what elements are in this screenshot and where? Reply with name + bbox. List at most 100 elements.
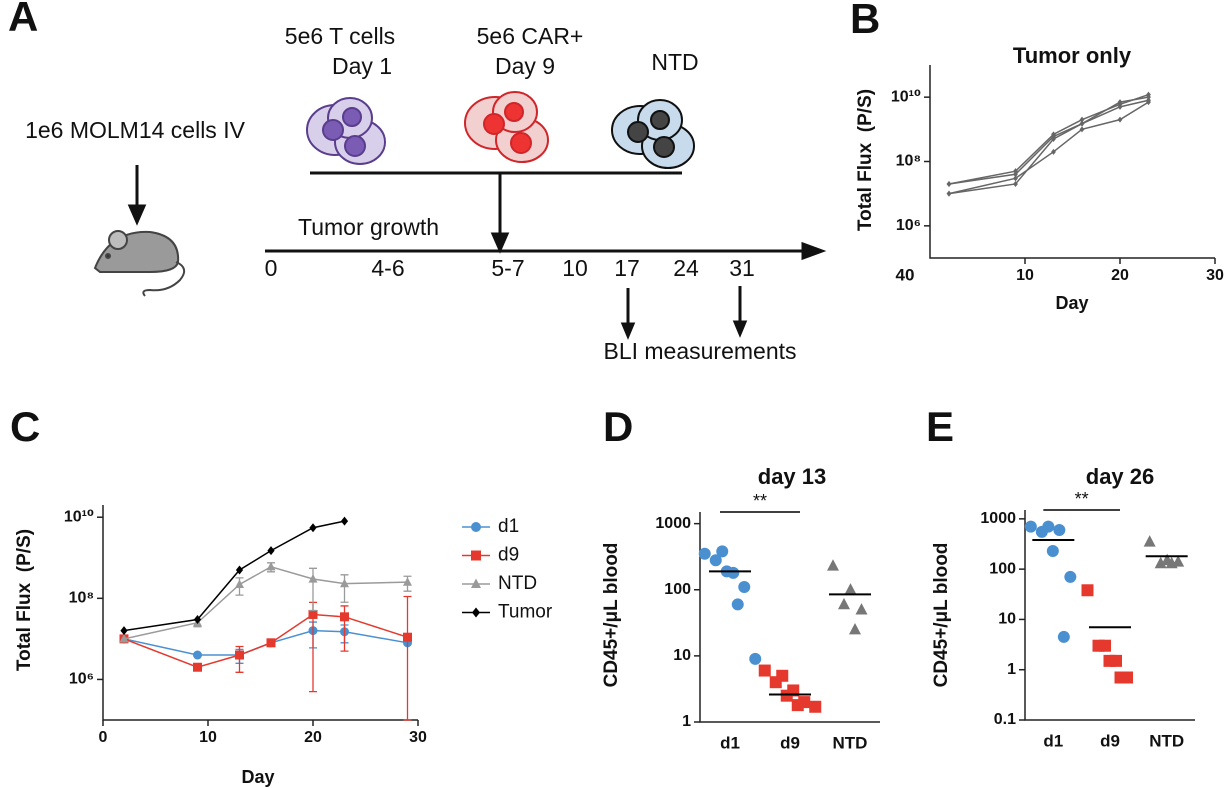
y-tick-label: 0.1 bbox=[994, 711, 1016, 728]
axes bbox=[1024, 510, 1195, 721]
series-line bbox=[123, 629, 408, 656]
timeline-tick: 0 bbox=[265, 255, 278, 281]
cells-car bbox=[464, 91, 549, 163]
y-tick-label: 10⁶ bbox=[896, 217, 921, 234]
marker bbox=[809, 700, 822, 713]
x-tick-label: d9 bbox=[1100, 731, 1120, 750]
panel-letter: A bbox=[8, 0, 38, 40]
y-tick-label: 100 bbox=[664, 581, 691, 598]
y-axis-label: Total Flux (P/S) bbox=[855, 89, 876, 231]
y-tick-label: 10¹⁰ bbox=[64, 508, 94, 525]
marker bbox=[844, 583, 857, 595]
marker bbox=[267, 546, 275, 556]
marker bbox=[309, 523, 317, 533]
y-tick-label: 1 bbox=[1007, 661, 1016, 678]
marker bbox=[266, 638, 276, 648]
marker bbox=[193, 615, 202, 625]
axes bbox=[102, 505, 418, 721]
marker bbox=[1143, 535, 1156, 547]
marker bbox=[119, 633, 129, 643]
marker bbox=[758, 664, 771, 677]
marker bbox=[855, 603, 868, 615]
measurement-label: BLI measurements bbox=[603, 338, 796, 364]
marker bbox=[403, 632, 412, 642]
marker bbox=[731, 598, 744, 611]
x-tick-label: d1 bbox=[1043, 731, 1063, 750]
marker bbox=[791, 699, 804, 712]
y-tick-label: 1000 bbox=[655, 515, 691, 532]
marker bbox=[780, 689, 793, 702]
x-tick-label: d1 bbox=[720, 733, 740, 752]
series-line bbox=[123, 613, 408, 669]
marker bbox=[340, 612, 349, 622]
x-tick-label: 10 bbox=[1016, 267, 1034, 284]
y-axis-label: CD45+/μL blood bbox=[931, 543, 952, 688]
marker bbox=[1146, 94, 1151, 101]
significance-label: ** bbox=[753, 491, 767, 511]
annotation: 40 bbox=[896, 265, 915, 284]
marker bbox=[716, 545, 729, 558]
treatment-label: 5e6 CAR+ bbox=[477, 23, 584, 49]
treatment-label: NTD bbox=[651, 49, 698, 75]
injection-label: 1e6 MOLM14 cells IV bbox=[25, 117, 246, 143]
x-axis-label: Day bbox=[241, 767, 274, 787]
marker bbox=[1053, 524, 1066, 537]
treatment-label: 5e6 T cells bbox=[285, 23, 395, 49]
marker bbox=[1114, 671, 1127, 684]
y-tick-label: 10⁶ bbox=[69, 671, 94, 688]
marker bbox=[193, 662, 202, 672]
y-tick-label: 10 bbox=[673, 647, 691, 664]
marker bbox=[1079, 120, 1085, 127]
marker bbox=[1079, 126, 1085, 133]
marker bbox=[1035, 525, 1048, 538]
panel-letter: B bbox=[850, 0, 880, 42]
series-line bbox=[948, 93, 1149, 185]
series-line bbox=[948, 99, 1149, 195]
marker bbox=[1103, 654, 1116, 667]
marker bbox=[471, 522, 481, 532]
marker bbox=[946, 190, 952, 197]
x-tick-label: NTD bbox=[833, 733, 868, 752]
marker bbox=[308, 609, 318, 619]
marker bbox=[698, 547, 711, 560]
panel-letter: E bbox=[926, 403, 954, 450]
legend-label: d1 bbox=[498, 516, 519, 537]
legend-label: d9 bbox=[498, 545, 519, 566]
cells-ntd bbox=[611, 99, 695, 169]
marker bbox=[1154, 556, 1167, 569]
marker bbox=[403, 577, 412, 586]
marker bbox=[340, 516, 349, 526]
marker bbox=[472, 607, 480, 618]
marker bbox=[1117, 99, 1123, 106]
marker bbox=[1013, 175, 1018, 182]
series-line bbox=[123, 565, 408, 640]
marker bbox=[471, 550, 481, 561]
chart-title: day 26 bbox=[1086, 464, 1155, 489]
legend-label: Tumor bbox=[498, 602, 553, 623]
marker bbox=[769, 676, 782, 689]
marker bbox=[1117, 103, 1123, 110]
timeline-label: Tumor growth bbox=[298, 214, 439, 240]
series-line bbox=[948, 101, 1149, 195]
axes bbox=[929, 65, 1215, 259]
marker bbox=[1081, 584, 1094, 597]
y-tick-label: 1 bbox=[682, 713, 691, 730]
marker bbox=[1146, 99, 1151, 106]
timeline-tick: 4-6 bbox=[371, 255, 404, 281]
y-tick-label: 10 bbox=[998, 611, 1016, 628]
y-tick-label: 10⁸ bbox=[69, 590, 94, 607]
timeline-tick: 31 bbox=[729, 255, 755, 281]
marker bbox=[1024, 520, 1037, 533]
treatment-label: Day 1 bbox=[332, 53, 392, 79]
marker bbox=[709, 554, 722, 567]
marker bbox=[849, 622, 861, 635]
marker bbox=[193, 650, 202, 660]
cells-t bbox=[306, 97, 386, 165]
marker bbox=[838, 597, 850, 610]
panel-letter: C bbox=[10, 403, 40, 450]
timeline-tick: 17 bbox=[614, 255, 640, 281]
x-tick-label: d9 bbox=[780, 733, 800, 752]
error-bar bbox=[403, 595, 412, 721]
marker bbox=[1051, 133, 1056, 140]
